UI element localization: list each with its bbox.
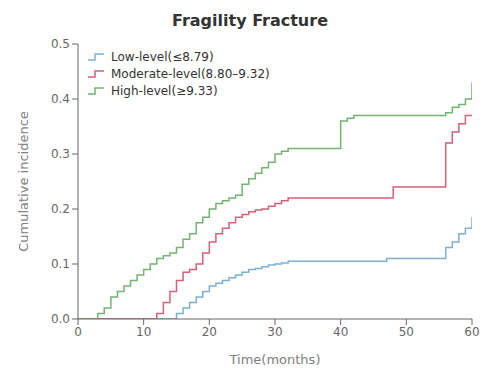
svg-text:60: 60 xyxy=(464,325,479,339)
svg-text:50: 50 xyxy=(399,325,414,339)
svg-text:0: 0 xyxy=(74,325,82,339)
svg-text:30: 30 xyxy=(267,325,282,339)
svg-text:0.3: 0.3 xyxy=(51,147,70,161)
svg-text:0.1: 0.1 xyxy=(51,257,70,271)
svg-text:10: 10 xyxy=(136,325,151,339)
html-text:Low-level(≤8.79): Low-level(≤8.79) xyxy=(111,49,214,64)
svg-text:Cumulative incidence: Cumulative incidence xyxy=(16,111,31,252)
svg-text:0.0: 0.0 xyxy=(51,312,70,326)
html-text:Moderate-level(8.80–9.32): Moderate-level(8.80–9.32) xyxy=(111,66,270,81)
html-text:Fragility Fracture: Fragility Fracture xyxy=(172,11,328,30)
html-text:High-level(≥9.33): High-level(≥9.33) xyxy=(111,83,218,98)
svg-text:20: 20 xyxy=(202,325,217,339)
svg-text:0.2: 0.2 xyxy=(51,202,70,216)
svg-text:Time(months): Time(months) xyxy=(229,352,321,367)
svg-text:0.5: 0.5 xyxy=(51,37,70,51)
svg-text:40: 40 xyxy=(333,325,348,339)
svg-text:0.4: 0.4 xyxy=(51,92,70,106)
